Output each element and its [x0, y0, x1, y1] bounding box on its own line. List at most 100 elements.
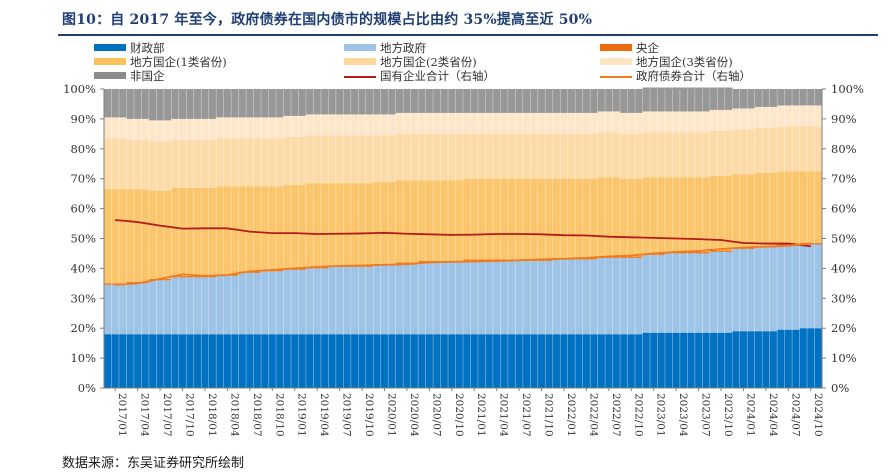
bar-segment — [305, 114, 329, 136]
bar-segment — [485, 178, 509, 260]
bar-segment — [777, 329, 800, 388]
bar-segment — [305, 183, 329, 267]
bar-segment — [350, 114, 374, 136]
bar-segment — [732, 89, 755, 109]
legend-swatch-local_soe_county — [600, 58, 632, 65]
bar-segment — [463, 178, 486, 260]
bar-segment — [799, 244, 823, 329]
bar-segment — [395, 89, 419, 113]
bar-segment — [620, 178, 643, 257]
bar-segment — [642, 87, 666, 112]
x-tick-label: 2022/07 — [610, 393, 622, 437]
right-y-tick-label: 100% — [831, 82, 864, 96]
bar-segment — [777, 89, 800, 106]
bar-segment — [799, 126, 823, 172]
x-tick-label: 2017/10 — [184, 393, 196, 437]
bar-segment — [261, 334, 284, 388]
legend-swatch-local_soe_city — [344, 58, 376, 65]
x-tick-label: 2022/04 — [587, 393, 599, 437]
bar-segment — [687, 177, 711, 252]
legend-label-local_gov: 地方政府 — [380, 41, 426, 55]
left-y-tick-label: 40% — [70, 261, 96, 275]
bar-segment — [642, 254, 666, 333]
bar-segment — [283, 184, 307, 269]
legend-label-local_soe_county: 地方国企(3类省份) — [636, 55, 733, 69]
bar-segment — [620, 257, 643, 335]
bar-segment — [171, 334, 195, 388]
bar-segment — [777, 245, 800, 330]
bar-segment — [754, 89, 778, 107]
legend-label-soe_total_line: 国有企业合计（右轴） — [380, 69, 495, 83]
bar-segment — [148, 190, 172, 279]
bar-segment — [373, 265, 396, 335]
bar-segment — [395, 262, 419, 264]
legend-swatch-local_soe_prov — [94, 58, 126, 65]
bar-segment — [507, 89, 531, 113]
bar-segment — [328, 114, 352, 136]
x-tick-label: 2019/07 — [341, 393, 353, 437]
bar-segment — [104, 189, 127, 284]
bar-segment — [552, 178, 576, 258]
bar-segment — [216, 138, 239, 187]
bar-segment — [687, 251, 711, 254]
bar-segment — [126, 89, 150, 119]
bar-segment — [238, 117, 262, 139]
bar-segment — [687, 87, 711, 112]
bar-segment — [440, 262, 464, 335]
gov-bond-line — [115, 242, 811, 286]
x-tick-label: 2024/10 — [812, 393, 824, 437]
bar-segment — [261, 186, 284, 270]
bar-segment — [350, 89, 374, 115]
x-tick-label: 2019/10 — [363, 393, 375, 437]
bar-segment — [597, 89, 621, 112]
legend-label-local_soe_city: 地方国企(2类省份) — [380, 55, 477, 69]
bar-segment — [328, 89, 352, 115]
x-tick-label: 2023/10 — [722, 393, 734, 437]
bar-segment — [687, 132, 711, 178]
right-y-tick-label: 60% — [831, 202, 857, 216]
bar-segment — [552, 334, 576, 388]
bar-segment — [754, 127, 778, 173]
bar-segment — [283, 334, 307, 388]
bar-segment — [485, 334, 509, 388]
bar-segment — [620, 334, 643, 388]
bar-segment — [463, 260, 486, 335]
left-y-tick-label: 20% — [70, 321, 96, 335]
bar-segment — [485, 133, 509, 179]
bar-segment — [440, 112, 464, 134]
right-y-tick-label: 0% — [831, 381, 849, 395]
bar-segment — [395, 180, 419, 263]
x-tick-label: 2019/04 — [318, 393, 330, 437]
bar-segment — [530, 260, 554, 335]
bar-segment — [104, 89, 127, 118]
bar-segment — [597, 257, 621, 335]
bar-segment — [575, 334, 598, 388]
bar-segment — [261, 138, 284, 187]
x-tick-label: 2017/07 — [161, 393, 173, 437]
bar-segment — [350, 266, 374, 335]
left-y-tick-label: 0% — [78, 381, 96, 395]
bar-segment — [193, 187, 217, 276]
bar-segment — [350, 183, 374, 266]
bar-segment — [193, 277, 217, 335]
bar-segment — [687, 111, 711, 133]
bar-segment — [777, 171, 800, 245]
x-tick-label: 2023/04 — [677, 393, 689, 437]
bar-segment — [530, 334, 554, 388]
bar-segment — [799, 105, 823, 127]
right-y-tick-label: 80% — [831, 142, 857, 156]
bar-segment — [283, 136, 307, 185]
left-y-tick-label: 10% — [70, 351, 96, 365]
bar-segment — [238, 138, 262, 187]
bar-segment — [597, 177, 621, 257]
bar-segment — [552, 112, 576, 134]
legend-swatch-local_gov — [344, 44, 376, 51]
bar-segment — [395, 263, 419, 335]
right-y-tick-label: 90% — [831, 112, 857, 126]
right-y-tick-label: 50% — [831, 232, 857, 246]
bar-segment — [373, 334, 396, 388]
bar-segment — [418, 89, 441, 113]
bar-segment — [171, 187, 195, 276]
bar-separators — [111, 89, 815, 388]
